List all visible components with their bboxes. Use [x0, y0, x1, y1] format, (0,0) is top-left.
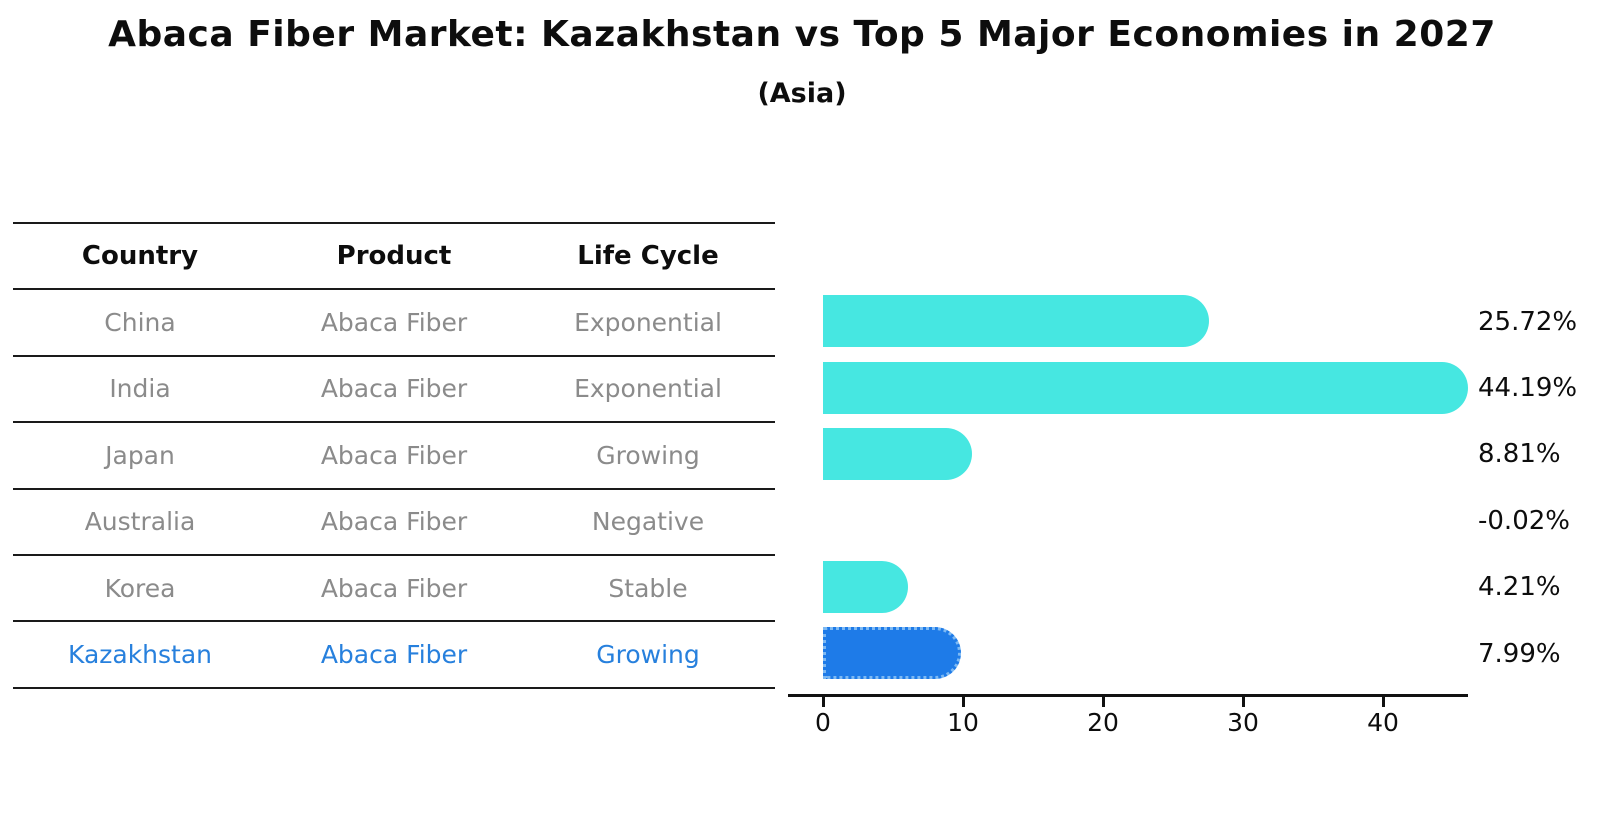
- bar-india: [823, 361, 1468, 414]
- x-tick-0: [821, 696, 825, 707]
- x-tick-10: [961, 696, 965, 707]
- cell-product: Abaca Fiber: [320, 374, 468, 404]
- table-header-row: Country Product Life Cycle: [13, 224, 775, 291]
- cell-country: China: [104, 308, 176, 338]
- bar-china: [823, 295, 1210, 348]
- table-row: India Abaca Fiber Exponential: [13, 357, 775, 424]
- x-axis-line: [788, 694, 1468, 697]
- cell-country: Kazakhstan: [67, 640, 213, 670]
- table-row: Australia Abaca Fiber Negative: [13, 490, 775, 556]
- value-label-india: 44.19%: [1478, 372, 1578, 403]
- header-country: Country: [81, 241, 199, 272]
- cell-life-cycle: Stable: [608, 573, 688, 603]
- value-label-australia: -0.02%: [1478, 505, 1570, 536]
- cell-product: Abaca Fiber: [320, 440, 468, 470]
- header-product: Product: [336, 241, 452, 272]
- cell-product: Abaca Fiber: [320, 573, 468, 603]
- table-body: China Abaca Fiber Exponential India Abac…: [13, 290, 775, 689]
- cell-country: Australia: [84, 507, 196, 537]
- header-life-cycle: Life Cycle: [577, 241, 719, 272]
- x-tick-40: [1381, 696, 1385, 707]
- value-label-china: 25.72%: [1478, 306, 1578, 337]
- x-tick-label-0: 0: [815, 708, 831, 737]
- value-label-kazakhstan: 7.99%: [1478, 638, 1561, 669]
- x-tick-label-10: 10: [947, 708, 979, 737]
- chart-title: Abaca Fiber Market: Kazakhstan vs Top 5 …: [108, 14, 1496, 55]
- x-tick-label-20: 20: [1087, 708, 1119, 737]
- cell-country: India: [109, 374, 171, 404]
- table-row: Korea Abaca Fiber Stable: [13, 556, 775, 623]
- table-row: China Abaca Fiber Exponential: [13, 290, 775, 357]
- cell-life-cycle: Negative: [591, 507, 705, 537]
- cell-life-cycle: Exponential: [574, 374, 722, 404]
- cell-country: Korea: [104, 573, 176, 603]
- cell-product: Abaca Fiber: [320, 640, 468, 670]
- cell-life-cycle: Exponential: [574, 308, 722, 338]
- x-tick-20: [1101, 696, 1105, 707]
- country-table: Country Product Life Cycle China Abaca F…: [13, 222, 775, 689]
- table-row: Japan Abaca Fiber Growing: [13, 423, 775, 490]
- value-label-korea: 4.21%: [1478, 572, 1561, 603]
- cell-life-cycle: Growing: [596, 440, 700, 470]
- cell-product: Abaca Fiber: [320, 308, 468, 338]
- x-tick-label-30: 30: [1227, 708, 1259, 737]
- cell-country: Japan: [105, 440, 175, 470]
- bar-kazakhstan: [823, 627, 961, 680]
- value-label-japan: 8.81%: [1478, 439, 1561, 470]
- cell-life-cycle: Growing: [596, 640, 700, 670]
- chart-subtitle: (Asia): [757, 78, 847, 109]
- x-tick-30: [1241, 696, 1245, 707]
- table-row: Kazakhstan Abaca Fiber Growing: [13, 622, 775, 689]
- cell-product: Abaca Fiber: [320, 507, 468, 537]
- bar-korea: [823, 561, 908, 613]
- bar-japan: [823, 428, 973, 481]
- x-tick-label-40: 40: [1367, 708, 1399, 737]
